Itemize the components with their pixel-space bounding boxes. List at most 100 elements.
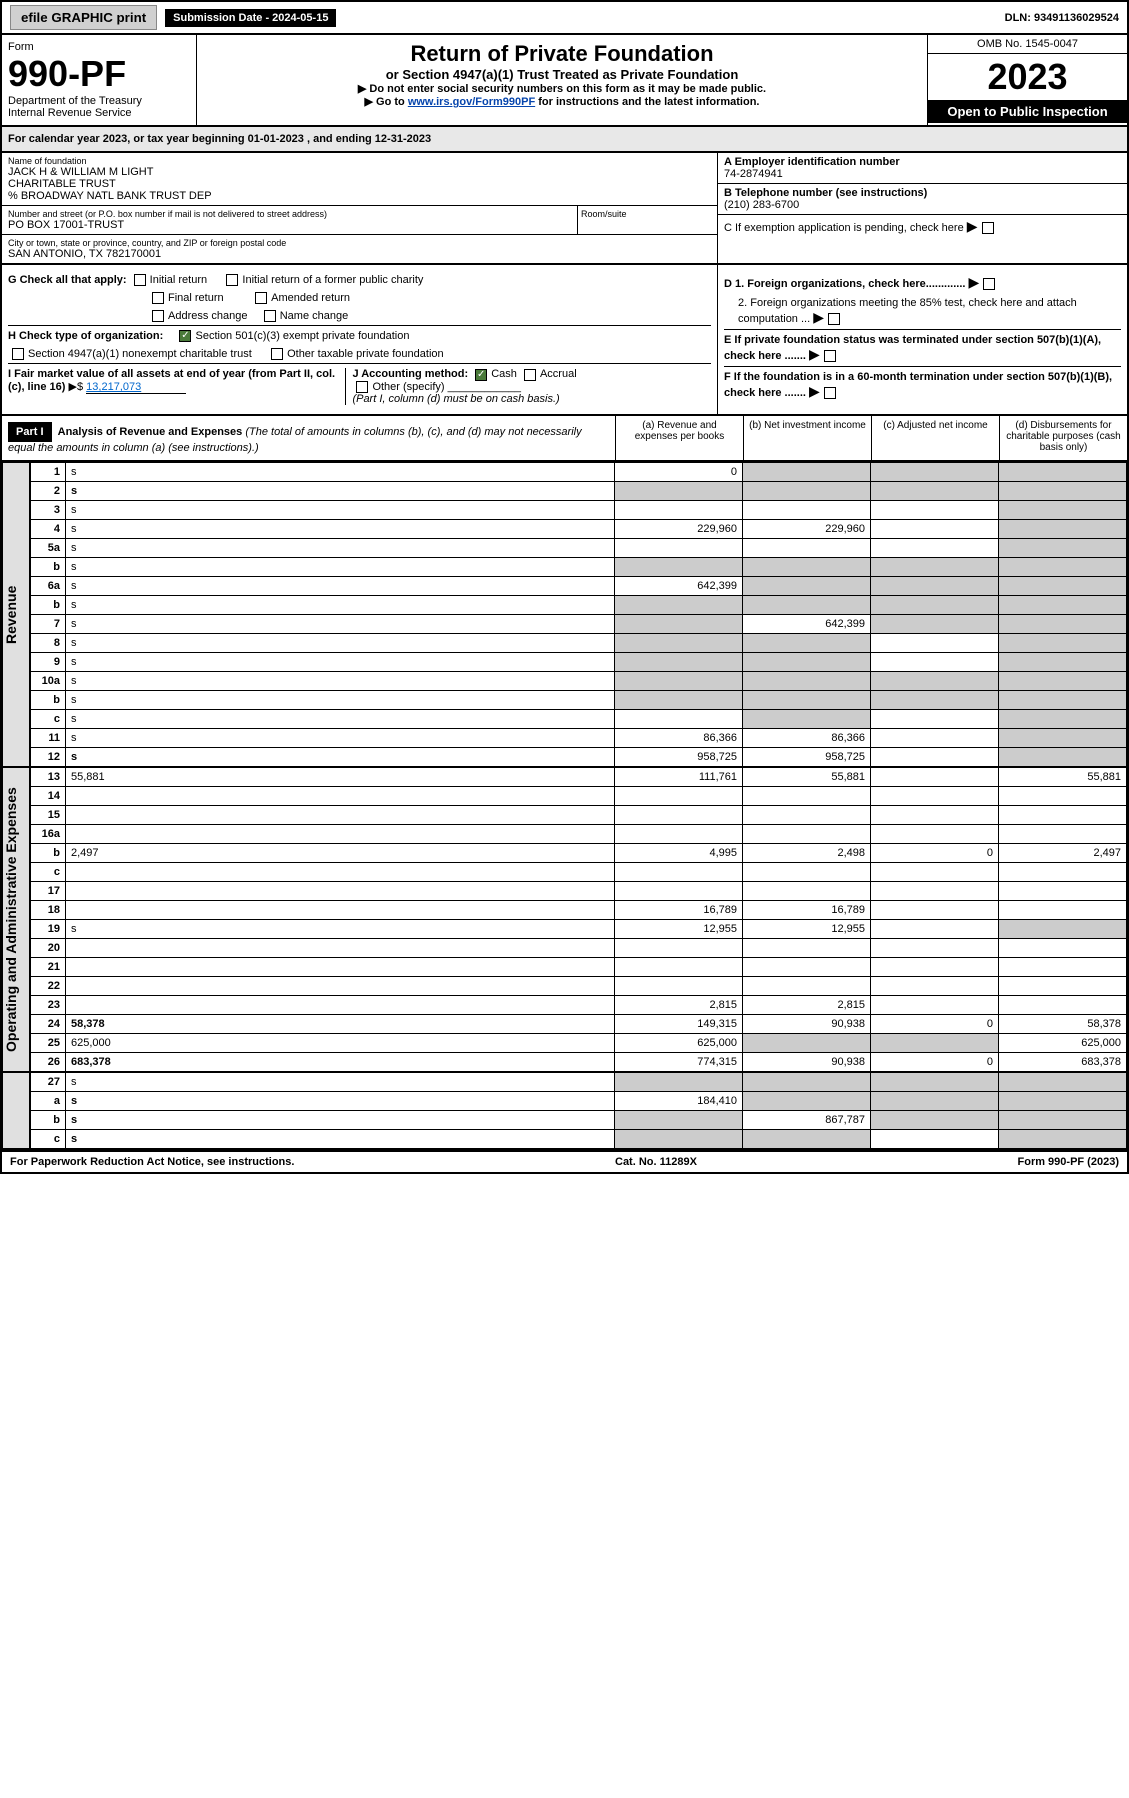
footer-left: For Paperwork Reduction Act Notice, see … [10, 1156, 294, 1168]
col-c-header: (c) Adjusted net income [871, 416, 999, 460]
subtract-section: 27sas184,410bs867,787cs [0, 1072, 1129, 1151]
expenses-side-label: Operating and Administrative Expenses [2, 767, 30, 1072]
footer-mid: Cat. No. 11289X [615, 1156, 697, 1168]
g-initial-checkbox[interactable] [134, 274, 146, 286]
j-accrual-checkbox[interactable] [524, 369, 536, 381]
table-row: 232,8152,815 [31, 995, 1127, 1014]
city-value: SAN ANTONIO, TX 782170001 [8, 248, 711, 260]
section-ghij: G Check all that apply: Initial return I… [0, 265, 1129, 416]
table-row: 17 [31, 881, 1127, 900]
revenue-side-label: Revenue [2, 462, 30, 767]
table-row: 1355,881111,76155,88155,881 [31, 767, 1127, 786]
ein-value: 74-2874941 [724, 168, 783, 180]
table-row: 3s [31, 500, 1127, 519]
table-row: 4s229,960229,960 [31, 519, 1127, 538]
table-row: 15 [31, 805, 1127, 824]
revenue-table: 1s02s3s4s229,960229,9605asbs6as642,399bs… [30, 462, 1127, 767]
form-note-link: ▶ Go to www.irs.gov/Form990PF for instru… [203, 95, 921, 108]
calendar-year-line: For calendar year 2023, or tax year begi… [0, 127, 1129, 153]
name-label: Name of foundation [8, 156, 711, 166]
table-row: 2s [31, 481, 1127, 500]
d2-checkbox[interactable] [828, 313, 840, 325]
table-row: 2458,378149,31590,938058,378 [31, 1014, 1127, 1033]
phone-label: B Telephone number (see instructions) [724, 187, 927, 199]
room-suite-label: Room/suite [577, 206, 717, 234]
table-row: 19s12,95512,955 [31, 919, 1127, 938]
j-label: J Accounting method: [352, 368, 468, 380]
g-label: G Check all that apply: [8, 274, 127, 286]
table-row: as184,410 [31, 1091, 1127, 1110]
table-row: 11s86,36686,366 [31, 728, 1127, 747]
form-number: 990-PF [8, 53, 190, 95]
open-public: Open to Public Inspection [928, 100, 1127, 123]
table-row: 12s958,725958,725 [31, 747, 1127, 766]
revenue-section: Revenue 1s02s3s4s229,960229,9605asbs6as6… [0, 462, 1129, 767]
table-row: 27s [31, 1072, 1127, 1091]
expenses-section: Operating and Administrative Expenses 13… [0, 767, 1129, 1072]
g-address-checkbox[interactable] [152, 310, 164, 322]
table-row: 21 [31, 957, 1127, 976]
entity-info: Name of foundation JACK H & WILLIAM M LI… [0, 153, 1129, 265]
top-bar: efile GRAPHIC print Submission Date - 20… [0, 0, 1129, 35]
e-label: E If private foundation status was termi… [724, 334, 1101, 362]
table-row: 10as [31, 671, 1127, 690]
irs-link[interactable]: www.irs.gov/Form990PF [408, 96, 535, 108]
h-label: H Check type of organization: [8, 330, 163, 342]
expenses-table: 1355,881111,76155,88155,881141516ab2,497… [30, 767, 1127, 1072]
phone-value: (210) 283-6700 [724, 199, 799, 211]
table-row: 25625,000625,000625,000 [31, 1033, 1127, 1052]
f-checkbox[interactable] [824, 387, 836, 399]
f-label: F If the foundation is in a 60-month ter… [724, 371, 1112, 399]
foundation-name-3: % BROADWAY NATL BANK TRUST DEP [8, 190, 711, 202]
col-b-header: (b) Net investment income [743, 416, 871, 460]
table-row: 8s [31, 633, 1127, 652]
submission-date: Submission Date - 2024-05-15 [165, 9, 336, 27]
i-value[interactable]: 13,217,073 [86, 381, 186, 394]
subtract-table: 27sas184,410bs867,787cs [30, 1072, 1127, 1149]
foundation-name-2: CHARITABLE TRUST [8, 178, 711, 190]
d1-label: D 1. Foreign organizations, check here..… [724, 278, 965, 290]
table-row: c [31, 862, 1127, 881]
col-d-header: (d) Disbursements for charitable purpose… [999, 416, 1127, 460]
h-4947-checkbox[interactable] [12, 348, 24, 360]
table-row: 14 [31, 786, 1127, 805]
g-name-checkbox[interactable] [264, 310, 276, 322]
g-initial-former-checkbox[interactable] [226, 274, 238, 286]
form-label: Form [8, 41, 190, 53]
table-row: bs867,787 [31, 1110, 1127, 1129]
exemption-pending-label: C If exemption application is pending, c… [724, 222, 964, 234]
footer-right: Form 990-PF (2023) [1018, 1156, 1119, 1168]
col-a-header: (a) Revenue and expenses per books [615, 416, 743, 460]
table-row: 1816,78916,789 [31, 900, 1127, 919]
form-note-ssn: ▶ Do not enter social security numbers o… [203, 82, 921, 95]
table-row: 5as [31, 538, 1127, 557]
table-row: 6as642,399 [31, 576, 1127, 595]
table-row: b2,4974,9952,49802,497 [31, 843, 1127, 862]
table-row: cs [31, 709, 1127, 728]
d2-label: 2. Foreign organizations meeting the 85%… [738, 297, 1077, 325]
d1-checkbox[interactable] [983, 278, 995, 290]
table-row: 20 [31, 938, 1127, 957]
table-row: 7s642,399 [31, 614, 1127, 633]
j-cash-checkbox[interactable] [475, 369, 487, 381]
h-other-checkbox[interactable] [271, 348, 283, 360]
foundation-name-1: JACK H & WILLIAM M LIGHT [8, 166, 711, 178]
efile-print-button[interactable]: efile GRAPHIC print [10, 5, 157, 30]
g-amended-checkbox[interactable] [255, 292, 267, 304]
part1-header: Part I Analysis of Revenue and Expenses … [0, 416, 1129, 462]
j-other-checkbox[interactable] [356, 381, 368, 393]
table-row: 9s [31, 652, 1127, 671]
h-501c3-checkbox[interactable] [179, 330, 191, 342]
part1-label: Part I [8, 422, 52, 442]
dln: DLN: 93491136029524 [997, 9, 1127, 27]
ein-label: A Employer identification number [724, 156, 900, 168]
g-final-checkbox[interactable] [152, 292, 164, 304]
table-row: cs [31, 1129, 1127, 1148]
table-row: bs [31, 557, 1127, 576]
tax-year: 2023 [928, 54, 1127, 100]
city-label: City or town, state or province, country… [8, 238, 711, 248]
table-row: 22 [31, 976, 1127, 995]
exemption-checkbox[interactable] [982, 222, 994, 234]
form-title: Return of Private Foundation [203, 41, 921, 67]
e-checkbox[interactable] [824, 350, 836, 362]
